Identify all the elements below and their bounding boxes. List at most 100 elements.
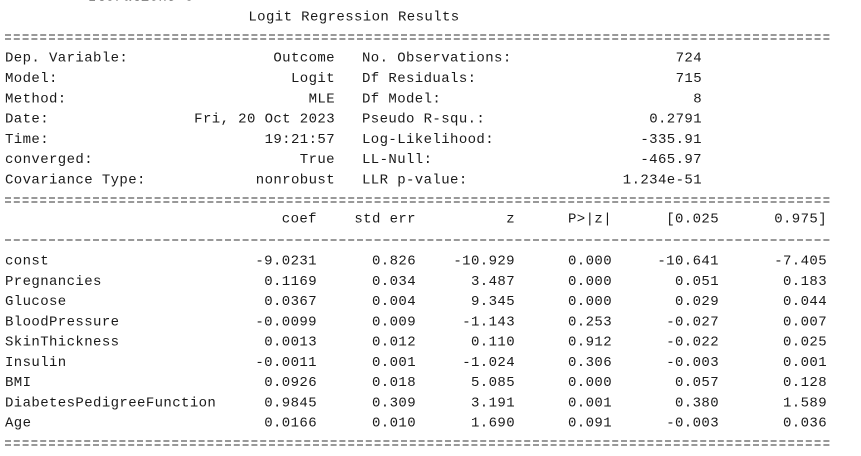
table-cell: 0.091 [568, 416, 612, 432]
row-name: Pregnancies [5, 274, 102, 290]
table-cell: 0.0166 [264, 416, 317, 432]
table-cell: -0.003 [666, 355, 719, 371]
summary-value: 19:21:57 [265, 132, 335, 148]
table-cell: 0.051 [675, 274, 719, 290]
table-cell: -0.0099 [255, 314, 317, 330]
table-cell: 0.036 [783, 416, 827, 432]
summary-value: 724 [676, 51, 702, 67]
row-name: BloodPressure [5, 314, 119, 330]
row-name: Glucose [5, 294, 67, 310]
table-cell: -0.027 [666, 314, 719, 330]
table-cell: 0.001 [372, 355, 416, 371]
table-cell: 0.001 [783, 355, 827, 371]
table-cell: -10.641 [657, 254, 719, 270]
summary-label: LLR p-value: [362, 173, 468, 189]
table-cell: 0.0367 [264, 294, 317, 310]
separator-bottom [5, 440, 830, 446]
table-cell: 0.044 [783, 294, 827, 310]
title: Logit Regression Results [248, 10, 459, 26]
table-cell: 0.000 [568, 294, 612, 310]
table-cell: 0.110 [471, 335, 515, 351]
summary-label: Log-Likelihood: [362, 132, 494, 148]
column-header: P>|z| [568, 212, 612, 228]
table-cell: 0.001 [568, 395, 612, 411]
summary-value: 0.2791 [649, 112, 702, 128]
summary-label: Date: [5, 112, 49, 128]
table-cell: -10.929 [453, 254, 515, 270]
row-name: SkinThickness [5, 335, 119, 351]
table-cell: 0.0926 [264, 375, 317, 391]
summary-value: True [300, 152, 335, 168]
summary-value: Logit [291, 71, 335, 87]
summary-label: Df Residuals: [362, 71, 476, 87]
table-cell: 0.034 [372, 274, 416, 290]
summary-label: Df Model: [362, 91, 441, 107]
table-cell: 3.487 [471, 274, 515, 290]
table-cell: 0.000 [568, 274, 612, 290]
table-cell: 0.007 [783, 314, 827, 330]
column-header: coef [282, 212, 317, 228]
iterations-line: Iterations 8 [88, 0, 194, 6]
table-cell: 0.012 [372, 335, 416, 351]
summary-label: Covariance Type: [5, 173, 146, 189]
table-cell: -1.143 [462, 314, 515, 330]
summary-label: converged: [5, 152, 93, 168]
table-cell: -0.0011 [255, 355, 317, 371]
column-header: std err [354, 212, 416, 228]
summary-label: Pseudo R-squ.: [362, 112, 485, 128]
summary-value: 1.234e-51 [623, 173, 702, 189]
summary-label: Model: [5, 71, 58, 87]
table-cell: 0.253 [568, 314, 612, 330]
table-cell: -1.024 [462, 355, 515, 371]
table-cell: 0.018 [372, 375, 416, 391]
row-name: Age [5, 416, 31, 432]
summary-value: Fri, 20 Oct 2023 [194, 112, 335, 128]
table-cell: 1.690 [471, 416, 515, 432]
summary-label: No. Observations: [362, 51, 512, 67]
column-header: 0.975] [774, 212, 827, 228]
table-cell: 0.029 [675, 294, 719, 310]
summary-label: Dep. Variable: [5, 51, 128, 67]
table-cell: -0.022 [666, 335, 719, 351]
table-cell: 0.9845 [264, 395, 317, 411]
summary-value: 8 [693, 91, 702, 107]
table-cell: 5.085 [471, 375, 515, 391]
table-cell: -7.405 [774, 254, 827, 270]
summary-label: LL-Null: [362, 152, 432, 168]
table-cell: 0.380 [675, 395, 719, 411]
table-cell: 0.025 [783, 335, 827, 351]
column-header: z [506, 212, 515, 228]
table-cell: 0.0013 [264, 335, 317, 351]
row-name: DiabetesPedigreeFunction [5, 395, 216, 411]
summary-value: -335.91 [640, 132, 702, 148]
table-cell: 0.000 [568, 375, 612, 391]
table-cell: 9.345 [471, 294, 515, 310]
table-cell: 0.826 [372, 254, 416, 270]
summary-value: MLE [309, 91, 335, 107]
table-cell: 0.912 [568, 335, 612, 351]
table-cell: 0.000 [568, 254, 612, 270]
table-cell: 0.010 [372, 416, 416, 432]
table-cell: 0.1169 [264, 274, 317, 290]
table-cell: -0.003 [666, 416, 719, 432]
summary-value: 715 [676, 71, 702, 87]
table-cell: -9.0231 [255, 254, 317, 270]
table-cell: 0.128 [783, 375, 827, 391]
row-name: Insulin [5, 355, 67, 371]
summary-label: Time: [5, 132, 49, 148]
summary-value: Outcome [273, 51, 335, 67]
summary-label: Method: [5, 91, 67, 107]
row-name: const [5, 254, 49, 270]
table-cell: 0.183 [783, 274, 827, 290]
row-name: BMI [5, 375, 31, 391]
summary-value: -465.97 [640, 152, 702, 168]
separator-mid [5, 197, 830, 203]
table-cell: 3.191 [471, 395, 515, 411]
summary-value: nonrobust [256, 173, 335, 189]
table-cell: 0.057 [675, 375, 719, 391]
column-header: [0.025 [666, 212, 719, 228]
table-cell: 0.004 [372, 294, 416, 310]
table-cell: 1.589 [783, 395, 827, 411]
